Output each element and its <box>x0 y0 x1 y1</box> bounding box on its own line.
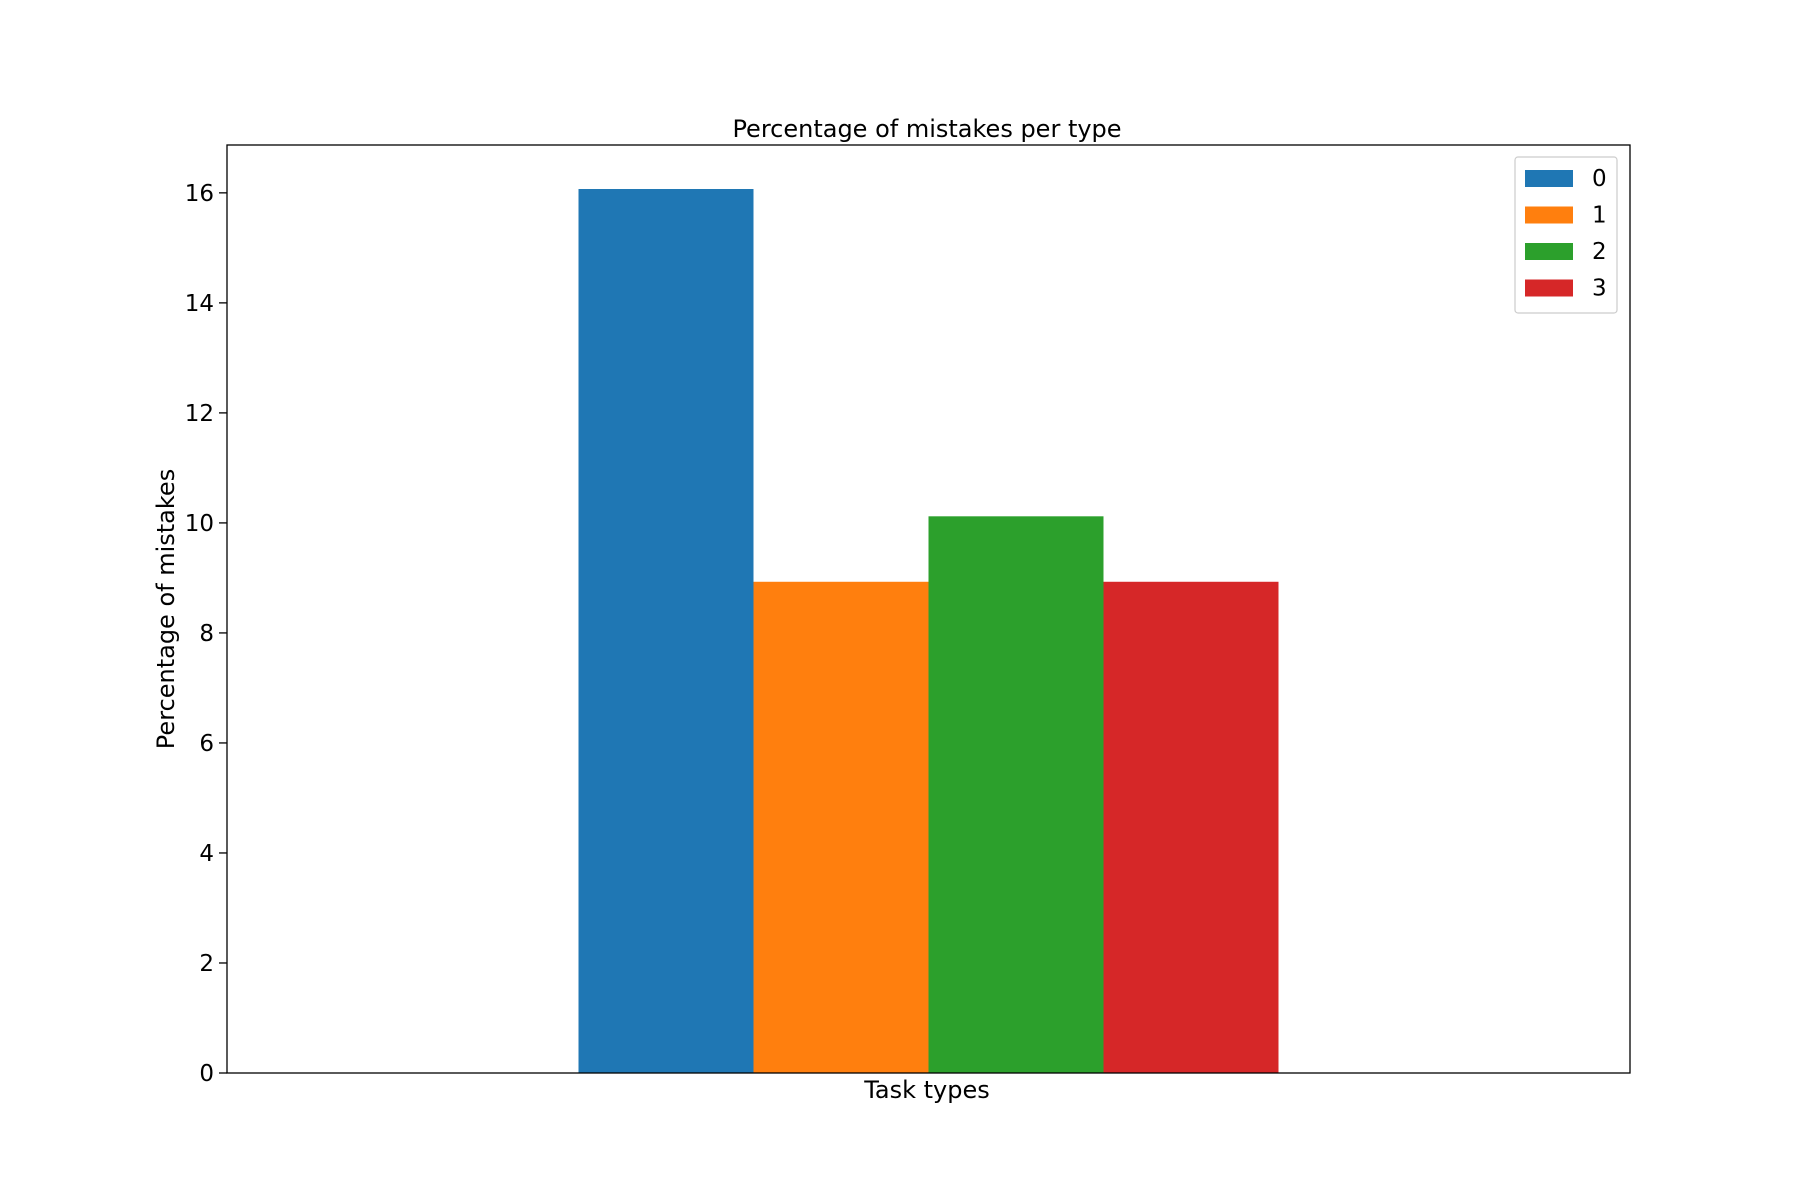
y-tick-label: 14 <box>185 291 214 317</box>
legend-swatch-2 <box>1525 243 1573 260</box>
y-tick-label: 8 <box>199 621 214 647</box>
chart-title: Percentage of mistakes per type <box>732 115 1121 143</box>
y-tick-label: 4 <box>199 841 214 867</box>
legend-swatch-3 <box>1525 279 1573 297</box>
y-tick-label: 12 <box>185 401 214 427</box>
y-tick-label: 16 <box>185 181 214 207</box>
plot-area-frame <box>226 144 1631 1074</box>
legend-label-0: 0 <box>1592 166 1607 192</box>
legend-swatch-1 <box>1525 206 1573 224</box>
legend-box <box>1514 156 1618 314</box>
legend: 0 1 2 3 <box>1514 156 1618 314</box>
bar-series-3 <box>1103 581 1279 1073</box>
bar-series-0 <box>578 189 754 1074</box>
legend-swatch-0 <box>1525 170 1573 187</box>
bars-layer <box>578 189 1279 1074</box>
y-axis: 0 2 4 6 8 10 12 14 16 <box>185 181 227 1087</box>
legend-label-2: 2 <box>1592 239 1607 265</box>
x-axis-label: Task types <box>863 1076 990 1104</box>
bar-series-2 <box>928 516 1104 1073</box>
y-tick-label: 0 <box>199 1061 214 1087</box>
legend-label-3: 3 <box>1592 276 1607 302</box>
bar-series-1 <box>753 581 929 1073</box>
y-tick-label: 2 <box>199 951 214 977</box>
y-tick-label: 10 <box>185 511 214 537</box>
y-tick-label: 6 <box>199 731 214 757</box>
y-axis-label: Percentage of mistakes <box>152 469 180 749</box>
legend-label-1: 1 <box>1592 203 1607 229</box>
